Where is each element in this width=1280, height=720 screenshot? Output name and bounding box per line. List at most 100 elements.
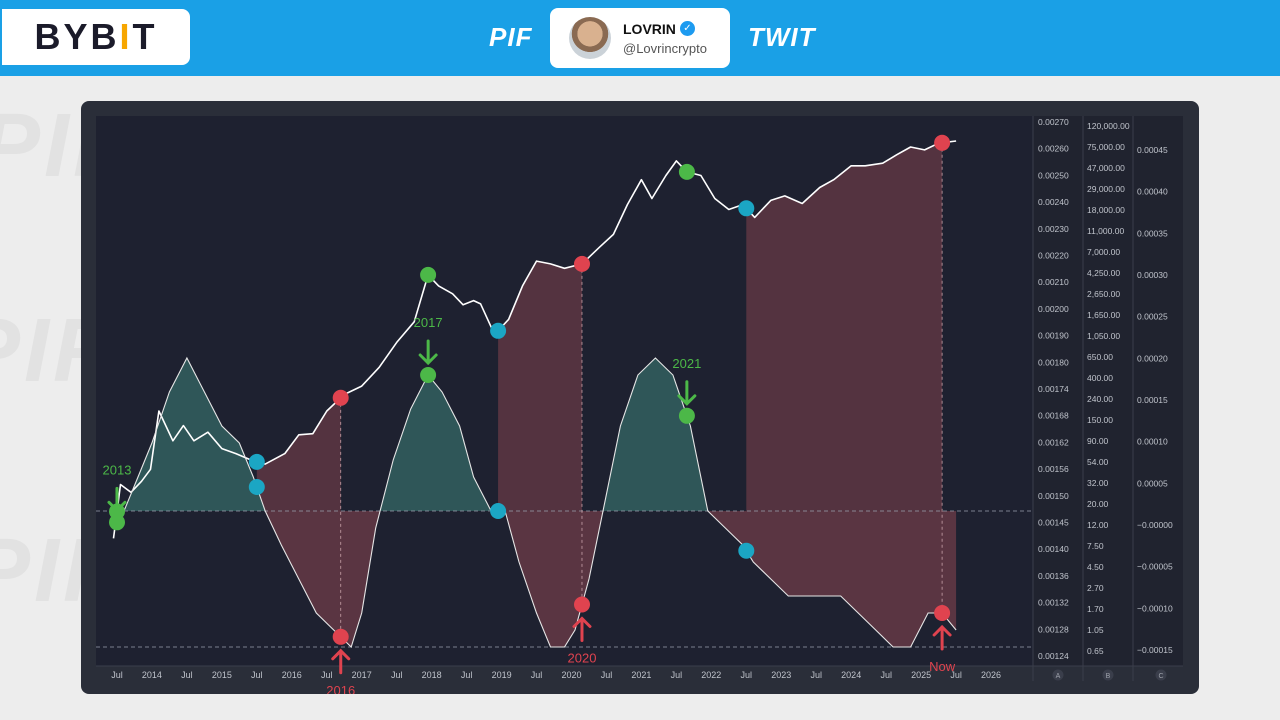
axis-b-tick-label: 2.70 bbox=[1087, 583, 1104, 593]
axis-badge-label: A bbox=[1056, 673, 1061, 680]
axis-a-tick-label: 0.00168 bbox=[1038, 411, 1069, 421]
axis-a-tick-label: 0.00132 bbox=[1038, 598, 1069, 608]
cycle-top-label: 2017 bbox=[414, 315, 443, 330]
x-tick-label: 2020 bbox=[561, 670, 581, 680]
cyan-cycle-marker bbox=[738, 200, 754, 216]
axis-c-tick-label: −0.00010 bbox=[1137, 603, 1173, 613]
axis-badge-label: B bbox=[1106, 673, 1111, 680]
axis-b-tick-label: 7.50 bbox=[1087, 541, 1104, 551]
axis-a-tick-label: 0.00156 bbox=[1038, 464, 1069, 474]
axis-c-tick-label: 0.00010 bbox=[1137, 437, 1168, 447]
bybit-logo[interactable]: BYBIT bbox=[2, 9, 190, 65]
axis-b-tick-label: 400.00 bbox=[1087, 373, 1113, 383]
x-tick-label: 2021 bbox=[631, 670, 651, 680]
axis-c-tick-label: 0.00045 bbox=[1137, 145, 1168, 155]
axis-b-tick-label: 12.00 bbox=[1087, 520, 1109, 530]
axis-b-tick-label: 0.65 bbox=[1087, 646, 1104, 656]
axis-c-tick-label: 0.00025 bbox=[1137, 312, 1168, 322]
axis-b-tick-label: 120,000.00 bbox=[1087, 121, 1130, 131]
axis-a-tick-label: 0.00128 bbox=[1038, 624, 1069, 634]
axis-b-tick-label: 650.00 bbox=[1087, 352, 1113, 362]
axis-b-tick-label: 1.70 bbox=[1087, 604, 1104, 614]
profile-card[interactable]: LOVRIN ✓ @Lovrincrypto bbox=[550, 8, 730, 68]
x-tick-label: 2026 bbox=[981, 670, 1001, 680]
x-tick-label: Jul bbox=[181, 670, 193, 680]
red-cycle-marker bbox=[934, 605, 950, 621]
axis-b-tick-label: 29,000.00 bbox=[1087, 184, 1125, 194]
x-tick-label: Jul bbox=[950, 670, 962, 680]
red-cycle-marker bbox=[934, 135, 950, 151]
axis-a-tick-label: 0.00150 bbox=[1038, 491, 1069, 501]
x-tick-label: 2025 bbox=[911, 670, 931, 680]
cycle-bottom-label: 2016 bbox=[326, 683, 355, 694]
x-tick-label: 2015 bbox=[212, 670, 232, 680]
axis-b-tick-label: 20.00 bbox=[1087, 499, 1109, 509]
green-cycle-marker bbox=[679, 164, 695, 180]
cycle-chart: 2013 2017 2021 2016 2020 Now Jul 2014 Jul 2015 Ju… bbox=[81, 101, 1199, 694]
axis-a-tick-label: 0.00136 bbox=[1038, 571, 1069, 581]
axis-b-tick-label: 18,000.00 bbox=[1087, 205, 1125, 215]
red-cycle-marker bbox=[333, 629, 349, 645]
cyan-cycle-marker bbox=[490, 323, 506, 339]
verified-check-icon: ✓ bbox=[680, 21, 695, 36]
avatar bbox=[569, 17, 611, 59]
green-cycle-marker bbox=[420, 267, 436, 283]
x-tick-label: Jul bbox=[461, 670, 473, 680]
x-tick-label: 2023 bbox=[771, 670, 791, 680]
axis-b-tick-label: 47,000.00 bbox=[1087, 163, 1125, 173]
axis-a-tick-label: 0.00220 bbox=[1038, 251, 1069, 261]
axis-a-tick-label: 0.00210 bbox=[1038, 277, 1069, 287]
x-tick-label: 2014 bbox=[142, 670, 162, 680]
x-tick-label: 2019 bbox=[492, 670, 512, 680]
x-tick-label: Jul bbox=[601, 670, 613, 680]
x-tick-label: Jul bbox=[880, 670, 892, 680]
x-tick-label: Jul bbox=[251, 670, 263, 680]
x-tick-label: 2018 bbox=[422, 670, 442, 680]
green-cycle-marker bbox=[420, 367, 436, 383]
axis-a-tick-label: 0.00162 bbox=[1038, 437, 1069, 447]
axis-b-tick-label: 1,050.00 bbox=[1087, 331, 1120, 341]
x-tick-label: Jul bbox=[741, 670, 753, 680]
x-tick-label: 2022 bbox=[701, 670, 721, 680]
axis-a-tick-label: 0.00250 bbox=[1038, 170, 1069, 180]
top-banner: BYBIT PIF LOVRIN ✓ @Lovrincrypto TWIT bbox=[0, 0, 1280, 76]
axis-c-tick-label: 0.00015 bbox=[1137, 395, 1168, 405]
axis-a-tick-label: 0.00190 bbox=[1038, 331, 1069, 341]
axis-b-tick-label: 1.05 bbox=[1087, 625, 1104, 635]
axis-a-tick-label: 0.00145 bbox=[1038, 518, 1069, 528]
axis-b-tick-label: 150.00 bbox=[1087, 415, 1113, 425]
axis-c-tick-label: 0.00030 bbox=[1137, 270, 1168, 280]
x-tick-label: Jul bbox=[531, 670, 543, 680]
axis-b-tick-label: 4.50 bbox=[1087, 562, 1104, 572]
profile-name: LOVRIN bbox=[623, 21, 676, 37]
axis-c-tick-label: 0.00005 bbox=[1137, 478, 1168, 488]
axis-c-tick-label: 0.00035 bbox=[1137, 228, 1168, 238]
axis-a-tick-label: 0.00240 bbox=[1038, 197, 1069, 207]
chart-frame: 2013 2017 2021 2016 2020 Now Jul 2014 Jul 2015 Ju… bbox=[81, 101, 1199, 694]
red-cycle-marker bbox=[574, 256, 590, 272]
axis-a-tick-label: 0.00200 bbox=[1038, 304, 1069, 314]
axis-a-tick-label: 0.00180 bbox=[1038, 357, 1069, 367]
x-tick-label: 2016 bbox=[282, 670, 302, 680]
axis-c-tick-label: 0.00040 bbox=[1137, 187, 1168, 197]
axis-a-tick-label: 0.00124 bbox=[1038, 651, 1069, 661]
axis-b-tick-label: 32.00 bbox=[1087, 478, 1109, 488]
x-tick-label: Jul bbox=[671, 670, 683, 680]
axis-c-tick-label: −0.00005 bbox=[1137, 562, 1173, 572]
axis-c-tick-label: −0.00015 bbox=[1137, 645, 1173, 655]
axis-b-tick-label: 90.00 bbox=[1087, 436, 1109, 446]
axis-a-tick-label: 0.00230 bbox=[1038, 224, 1069, 234]
green-cycle-marker bbox=[109, 514, 125, 530]
axis-b-tick-label: 54.00 bbox=[1087, 457, 1109, 467]
x-tick-label: 2017 bbox=[352, 670, 372, 680]
axis-b-tick-label: 2,650.00 bbox=[1087, 289, 1120, 299]
axis-b-tick-label: 75,000.00 bbox=[1087, 142, 1125, 152]
pif-label: PIF bbox=[489, 22, 532, 53]
axis-a-tick-label: 0.00260 bbox=[1038, 144, 1069, 154]
red-cycle-marker bbox=[574, 597, 590, 613]
axis-a-tick-label: 0.00174 bbox=[1038, 384, 1069, 394]
axis-a-tick-label: 0.00270 bbox=[1038, 117, 1069, 127]
axis-c-tick-label: −0.00000 bbox=[1137, 520, 1173, 530]
cyan-cycle-marker bbox=[490, 503, 506, 519]
twit-label: TWIT bbox=[748, 22, 816, 53]
